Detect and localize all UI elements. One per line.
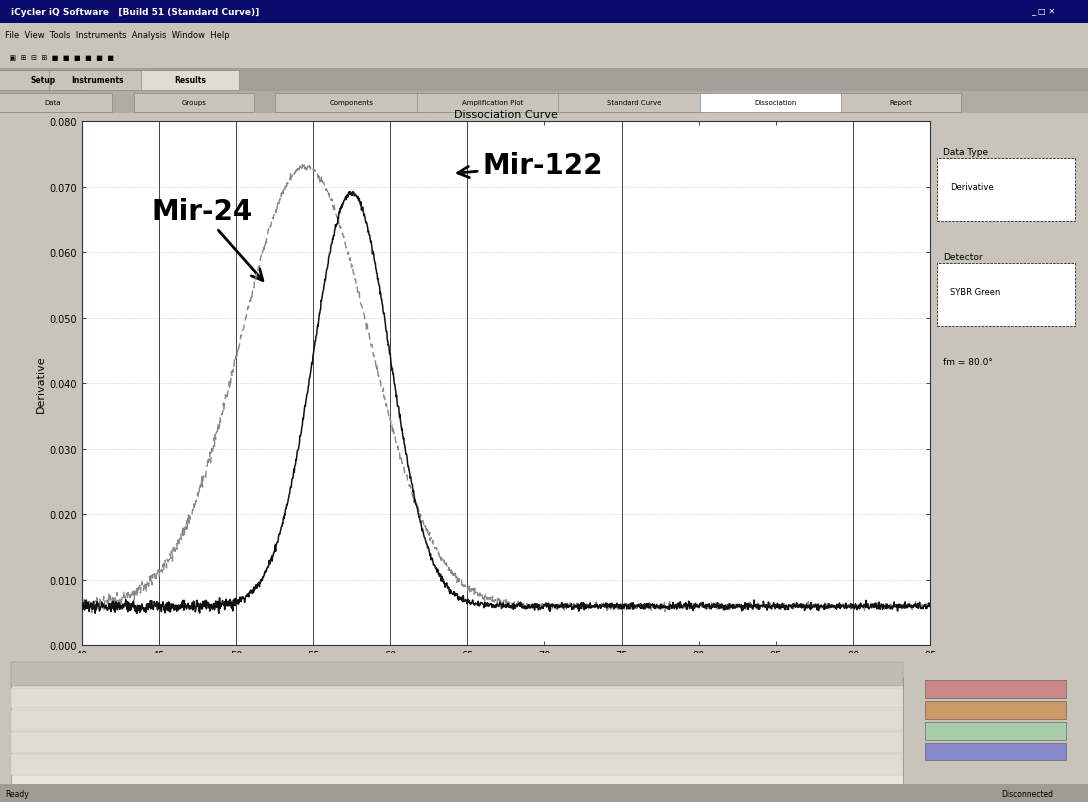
Text: fm = 80.0°: fm = 80.0° (943, 358, 993, 367)
Title: Dissociation Curve: Dissociation Curve (454, 110, 558, 119)
Text: Instruments: Instruments (72, 75, 124, 85)
FancyBboxPatch shape (49, 71, 147, 91)
X-axis label: Temperature (C): Temperature (C) (460, 663, 552, 673)
Bar (11, 688, 903, 708)
Text: Data Type: Data Type (943, 148, 988, 157)
Bar (11, 755, 903, 776)
Text: Derivative: Derivative (951, 183, 994, 192)
FancyBboxPatch shape (937, 263, 1075, 326)
Text: Detector: Detector (943, 253, 982, 261)
Bar (11, 662, 903, 687)
FancyBboxPatch shape (700, 94, 852, 113)
FancyBboxPatch shape (841, 94, 961, 113)
Text: Mir-122: Mir-122 (458, 152, 603, 180)
Bar (11, 732, 903, 753)
Text: Dissociation: Dissociation (755, 99, 796, 106)
Text: Data: Data (44, 99, 61, 106)
Text: SYBR Green: SYBR Green (951, 288, 1001, 297)
Text: Results: Results (174, 75, 207, 85)
Bar (11, 678, 903, 784)
Text: Components: Components (330, 99, 373, 106)
FancyBboxPatch shape (937, 159, 1075, 221)
Text: ▣  ⊞  ⊟  ⊞  ■  ■  ■  ■  ■  ■: ▣ ⊞ ⊟ ⊞ ■ ■ ■ ■ ■ ■ (5, 55, 114, 61)
Text: File  View  Tools  Instruments  Analysis  Window  Help: File View Tools Instruments Analysis Win… (5, 30, 230, 40)
FancyBboxPatch shape (558, 94, 710, 113)
Text: Disconnected: Disconnected (1001, 788, 1053, 798)
Text: Groups: Groups (182, 99, 206, 106)
Text: _ □ ✕: _ □ ✕ (1031, 7, 1055, 17)
Text: Setup: Setup (30, 75, 57, 85)
Text: Amplification Plot: Amplification Plot (462, 99, 523, 106)
Y-axis label: Derivative: Derivative (36, 355, 47, 412)
Bar (925, 722, 1066, 739)
FancyBboxPatch shape (134, 94, 254, 113)
Bar (925, 743, 1066, 760)
Bar (11, 710, 903, 731)
Text: iCycler iQ Software   [Build 51 (Standard Curve)]: iCycler iQ Software [Build 51 (Standard … (11, 7, 259, 17)
Bar (925, 680, 1066, 698)
FancyBboxPatch shape (141, 71, 239, 91)
FancyBboxPatch shape (0, 94, 112, 113)
Text: Ready: Ready (5, 788, 29, 798)
FancyBboxPatch shape (0, 71, 92, 91)
FancyBboxPatch shape (417, 94, 569, 113)
Text: Report: Report (889, 99, 913, 106)
Text: Mir-24: Mir-24 (151, 198, 263, 282)
FancyBboxPatch shape (275, 94, 428, 113)
Bar (925, 701, 1066, 719)
Text: Standard Curve: Standard Curve (607, 99, 662, 106)
